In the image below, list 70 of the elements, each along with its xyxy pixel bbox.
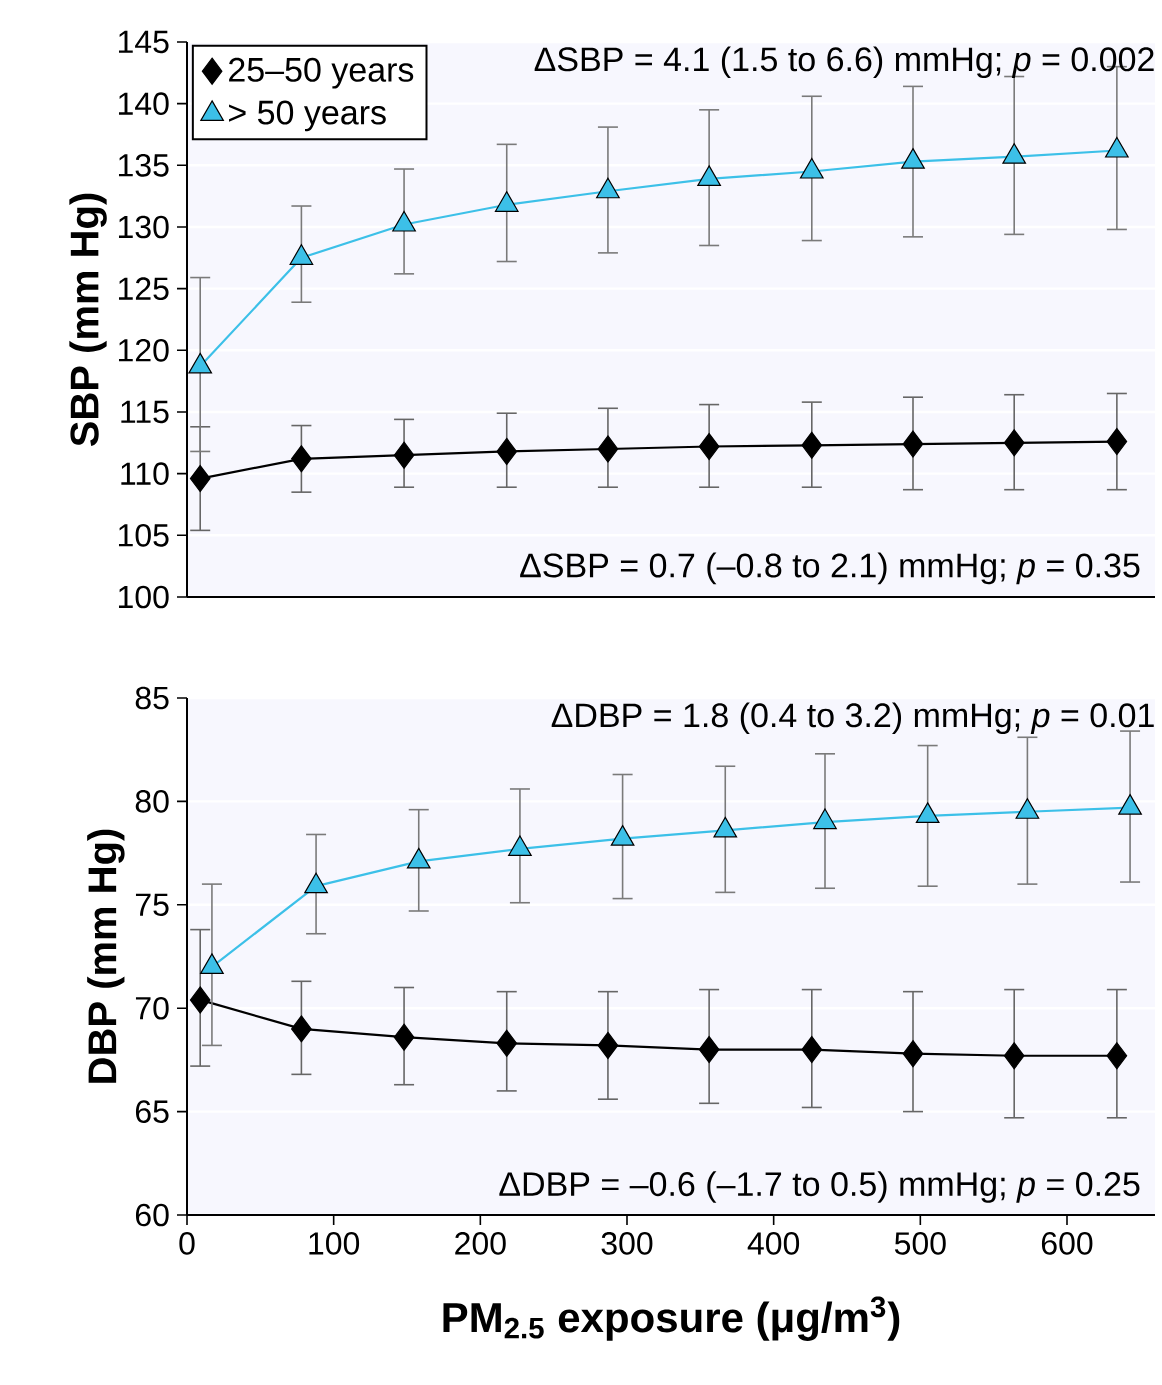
x-tick-label: 200 xyxy=(455,1232,506,1255)
point xyxy=(291,445,312,473)
point xyxy=(801,1035,823,1064)
point xyxy=(713,816,738,838)
point xyxy=(393,1023,415,1051)
y-tick-label: 115 xyxy=(121,400,169,424)
point xyxy=(189,986,211,1014)
x-tick-label: 100 xyxy=(309,1232,360,1255)
x-tick-label: 600 xyxy=(1041,1232,1093,1255)
point xyxy=(915,802,940,823)
point xyxy=(1106,1042,1128,1070)
legend-label: 25–50 years xyxy=(229,57,414,89)
point xyxy=(1106,427,1128,456)
point xyxy=(1003,1042,1025,1070)
point xyxy=(813,808,837,830)
point xyxy=(902,1040,924,1068)
point xyxy=(596,177,620,199)
annotation: ΔDBP = 1.8 (0.4 to 3.2) mmHg; p = 0.01 xyxy=(551,702,1154,735)
y-tick-label: 130 xyxy=(118,215,169,239)
y-tick-label: 145 xyxy=(118,30,169,54)
y-tick-label: 100 xyxy=(118,585,169,609)
y-tick-label: 125 xyxy=(118,277,169,300)
annotation: ΔSBP = 0.7 (–0.8 to 2.1) mmHg; p = 0.35 xyxy=(520,552,1140,585)
point xyxy=(1118,794,1142,815)
point xyxy=(496,437,518,466)
point xyxy=(1105,136,1129,158)
y-tick-label: 140 xyxy=(118,92,169,115)
point xyxy=(392,210,416,232)
point xyxy=(508,835,532,857)
x-tick-label: 0 xyxy=(179,1232,195,1255)
y-tick-label: 65 xyxy=(135,1100,169,1123)
point xyxy=(289,244,314,265)
y-tick-label: 80 xyxy=(135,790,169,813)
point xyxy=(1003,429,1025,457)
y-tick-label: 135 xyxy=(118,154,169,177)
y-tick-label: 60 xyxy=(135,1203,169,1227)
point xyxy=(597,435,619,463)
point xyxy=(697,165,721,186)
point xyxy=(698,1035,720,1064)
point xyxy=(698,432,720,461)
y-tick-label: 120 xyxy=(118,339,169,362)
point xyxy=(801,431,823,459)
point xyxy=(597,1031,619,1060)
point xyxy=(406,847,431,869)
x-tick-label: 500 xyxy=(894,1232,946,1255)
y-tick-label: 105 xyxy=(118,524,169,547)
point xyxy=(1015,798,1040,819)
point xyxy=(304,872,328,894)
point xyxy=(494,191,519,212)
y-tick-label: 70 xyxy=(135,996,169,1020)
y-axis-title: SBP (mm Hg) xyxy=(69,193,107,447)
annotation: ΔSBP = 4.1 (1.5 to 6.6) mmHg; p = 0.002 xyxy=(534,46,1154,79)
y-axis-title: DBP (mm Hg) xyxy=(87,829,125,1083)
point xyxy=(189,464,211,493)
x-tick-label: 400 xyxy=(747,1232,800,1255)
annotation: ΔDBP = –0.6 (–1.7 to 0.5) mmHg; p = 0.25 xyxy=(499,1171,1140,1203)
legend-label: > 50 years xyxy=(229,100,386,132)
point xyxy=(901,148,925,169)
point xyxy=(902,430,924,458)
x-tick-label: 300 xyxy=(601,1232,653,1255)
x-axis-title: PM$_{2.5}$ exposure (μg/m$^{3}$) xyxy=(443,1296,900,1341)
y-tick-label: 85 xyxy=(135,686,169,710)
y-tick-label: 75 xyxy=(135,893,169,916)
y-tick-label: 110 xyxy=(121,462,169,485)
point xyxy=(496,1029,518,1057)
point xyxy=(393,441,415,469)
point xyxy=(1002,143,1027,164)
point xyxy=(291,1015,312,1043)
point xyxy=(610,825,635,846)
point xyxy=(799,157,824,179)
